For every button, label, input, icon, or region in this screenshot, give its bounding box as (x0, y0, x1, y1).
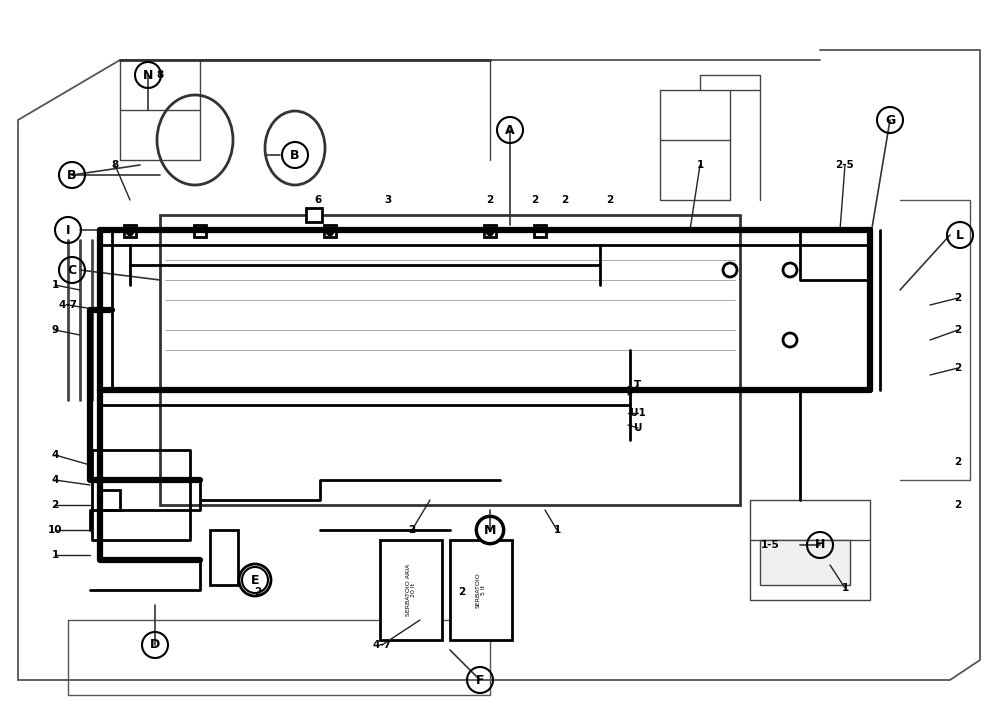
Text: 1: 1 (696, 160, 704, 170)
Text: 10: 10 (48, 525, 62, 535)
Bar (534, 225, 546, 237)
Bar (210, 530, 238, 585)
Text: 4-7: 4-7 (59, 300, 78, 310)
Text: L: L (956, 228, 964, 241)
Text: 4: 4 (51, 450, 59, 460)
Text: SERBATOIO ARIA
20 lt: SERBATOIO ARIA 20 lt (406, 563, 416, 616)
Text: D: D (150, 639, 160, 652)
Text: A: A (505, 123, 515, 137)
Text: 2: 2 (531, 195, 539, 205)
Text: 2: 2 (458, 587, 466, 597)
Ellipse shape (783, 263, 797, 277)
Ellipse shape (239, 564, 271, 596)
Bar (450, 540, 512, 640)
Ellipse shape (783, 333, 797, 347)
Text: H: H (815, 538, 825, 551)
Text: 4: 4 (51, 475, 59, 485)
Text: 2: 2 (254, 587, 262, 597)
Text: 6: 6 (314, 195, 322, 205)
Text: 2: 2 (954, 325, 962, 335)
Ellipse shape (476, 516, 504, 544)
Text: 2: 2 (486, 195, 494, 205)
Text: 1-5: 1-5 (761, 540, 779, 550)
Text: B: B (290, 148, 300, 162)
Text: C: C (67, 263, 77, 276)
Circle shape (487, 228, 494, 236)
Bar (760, 540, 850, 585)
Text: 4-7: 4-7 (373, 640, 392, 650)
Bar (306, 208, 322, 222)
Bar (380, 540, 442, 640)
Text: U: U (634, 423, 642, 433)
Text: 8: 8 (111, 160, 119, 170)
Text: N: N (143, 69, 153, 82)
Text: 2: 2 (51, 500, 59, 510)
Bar (484, 225, 496, 237)
Text: E: E (251, 574, 259, 586)
Text: 1: 1 (51, 280, 59, 290)
Text: 9: 9 (51, 325, 59, 335)
Text: 1: 1 (553, 525, 561, 535)
Text: 1: 1 (51, 550, 59, 560)
Ellipse shape (723, 263, 737, 277)
Text: SERBATOIO
5 lt: SERBATOIO 5 lt (476, 572, 486, 608)
Text: 3: 3 (384, 195, 392, 205)
Text: 1: 1 (841, 583, 849, 593)
Bar (160, 215, 740, 505)
Text: 2: 2 (408, 525, 416, 535)
Bar (194, 225, 206, 237)
Text: 2: 2 (954, 293, 962, 303)
Bar (124, 225, 136, 237)
Text: T: T (634, 380, 642, 390)
Text: G: G (885, 114, 895, 127)
Text: 8: 8 (156, 70, 164, 80)
Text: 2: 2 (954, 500, 962, 510)
Text: I: I (66, 223, 70, 236)
Text: 2: 2 (954, 457, 962, 467)
Bar (324, 225, 336, 237)
Text: 2: 2 (606, 195, 614, 205)
Circle shape (626, 387, 634, 394)
Text: 2: 2 (561, 195, 569, 205)
Text: M: M (484, 523, 496, 536)
Text: F: F (476, 674, 484, 687)
Text: U1: U1 (630, 408, 646, 418)
Text: B: B (67, 168, 77, 181)
Text: 2: 2 (954, 363, 962, 373)
Circle shape (327, 228, 334, 236)
Text: 2-5: 2-5 (836, 160, 854, 170)
Circle shape (127, 228, 134, 236)
Bar (100, 490, 120, 510)
